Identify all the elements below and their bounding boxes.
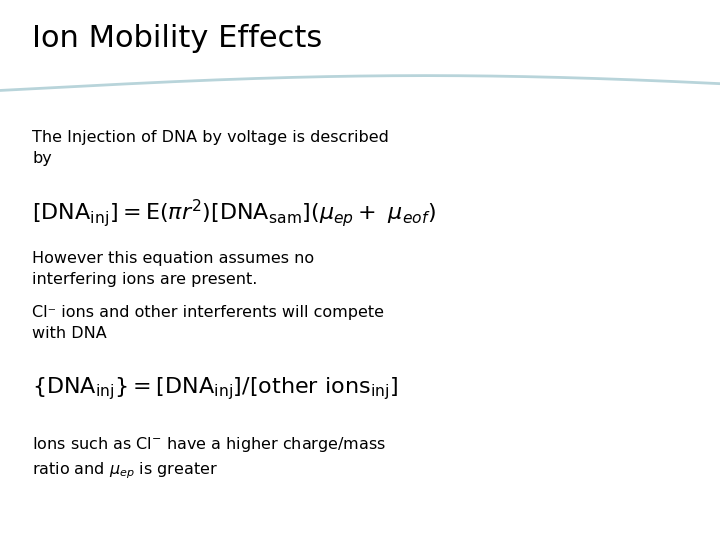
Text: Cl⁻ ions and other interferents will compete
with DNA: Cl⁻ ions and other interferents will com… bbox=[32, 305, 384, 341]
Text: Ions such as Cl$^{-}$ have a higher charge/mass
ratio and $\mu_{ep}$ is greater: Ions such as Cl$^{-}$ have a higher char… bbox=[32, 435, 387, 481]
Text: $[\mathrm{DNA_{inj}}] = \mathrm{E}(\pi r^2)[\mathrm{DNA_{sam}}](\mu_{ep}+\ \mu_{: $[\mathrm{DNA_{inj}}] = \mathrm{E}(\pi r… bbox=[32, 197, 436, 229]
Text: Ion Mobility Effects: Ion Mobility Effects bbox=[32, 24, 323, 53]
Text: The Injection of DNA by voltage is described
by: The Injection of DNA by voltage is descr… bbox=[32, 130, 390, 166]
Text: However this equation assumes no
interfering ions are present.: However this equation assumes no interfe… bbox=[32, 251, 315, 287]
Text: $\{\mathrm{DNA_{inj}}\} = [\mathrm{DNA_{inj}}]/[\mathrm{other\ ions_{inj}}]$: $\{\mathrm{DNA_{inj}}\} = [\mathrm{DNA_{… bbox=[32, 375, 398, 402]
